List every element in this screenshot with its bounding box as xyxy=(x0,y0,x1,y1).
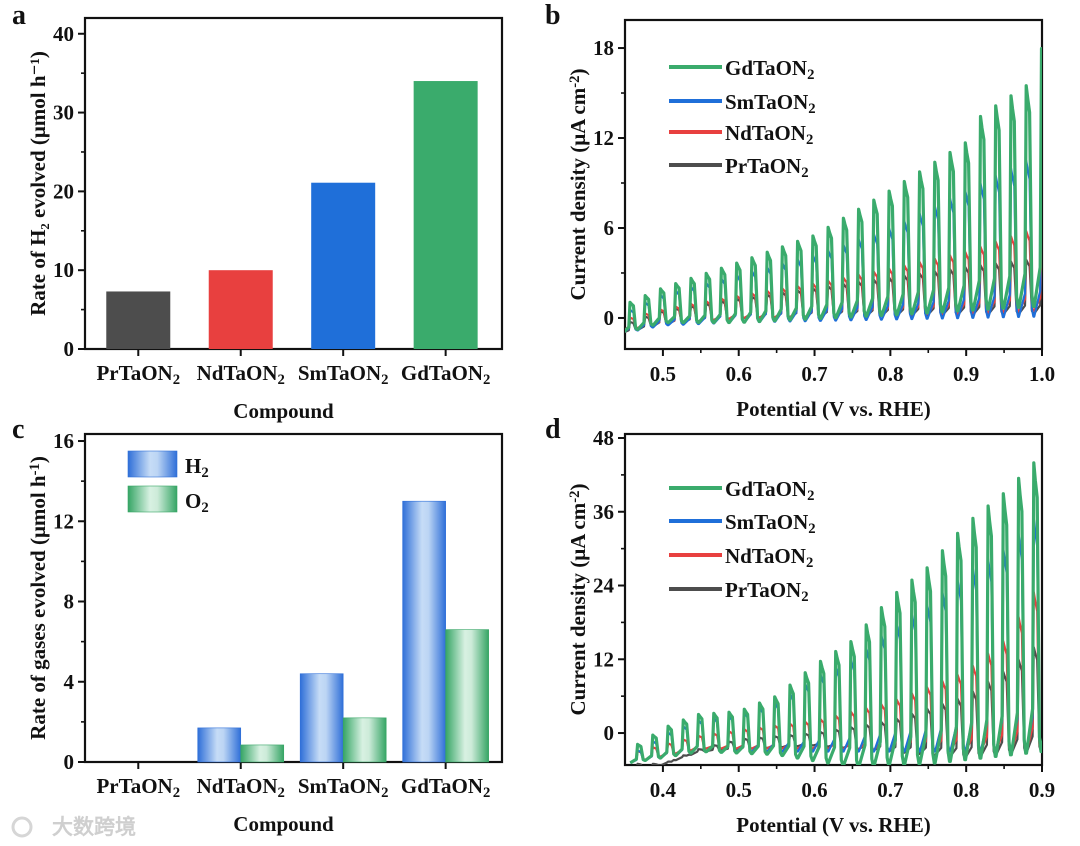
panel-a: 0 10 20 30 40 PrTaON2 NdTaON2 SmTaON2 GdTaON2 Com… xyxy=(26,16,504,423)
bar-h2 xyxy=(299,673,344,763)
x-tick-label: 0.4 xyxy=(650,778,677,802)
x-tick-label: SmTaON2 xyxy=(298,361,389,388)
panel-letter-a: a xyxy=(12,0,26,31)
y-tick-label: 18 xyxy=(593,36,614,60)
panel-letter-c: c xyxy=(12,414,24,445)
plot-frame xyxy=(623,432,1044,767)
y-tick-label: 24 xyxy=(593,574,615,598)
legend-swatch-h2 xyxy=(127,450,178,478)
y-tick-label: 16 xyxy=(53,429,74,453)
y-tick-label: 20 xyxy=(53,179,74,203)
x-tick-label: 0.9 xyxy=(953,362,979,386)
legend-label: SmTaON2 xyxy=(725,90,816,117)
bar-o2 xyxy=(445,629,489,763)
y-tick-label: 0 xyxy=(64,337,75,361)
x-tick-label: GdTaON2 xyxy=(401,361,490,388)
x-tick-label: 0.7 xyxy=(801,362,827,386)
legend-label: O2 xyxy=(185,489,209,516)
bar xyxy=(106,291,171,349)
x-tick-label: 0.8 xyxy=(877,362,903,386)
y-tick-label: 0 xyxy=(64,750,75,774)
bar-o2 xyxy=(342,717,387,763)
y-axis-title: Rate of H₂ evolved (μmol h⁻¹) xyxy=(26,51,50,316)
legend-label: PrTaON2 xyxy=(725,578,809,605)
bar xyxy=(311,182,376,349)
legend-label: PrTaON2 xyxy=(725,154,809,181)
legend-label: NdTaON2 xyxy=(725,121,813,148)
x-tick-label: PrTaON2 xyxy=(96,774,180,801)
x-axis-title: Compound xyxy=(233,812,334,836)
x-axis-title: Potential (V vs. RHE) xyxy=(736,813,930,837)
plot-frame xyxy=(83,16,504,351)
curves xyxy=(629,461,1042,765)
panel-b: 0 6 12 18 0.5 0.6 0.7 0.8 0.9 1.0 Potential (V vs.… xyxy=(566,18,1055,421)
bar-o2 xyxy=(240,744,285,763)
x-tick-label: 0.9 xyxy=(1029,778,1055,802)
x-tick-label: NdTaON2 xyxy=(197,774,285,801)
bar-h2 xyxy=(402,500,446,763)
y-axis-title: Rate of gases evolved (μmol h-1) xyxy=(26,456,50,740)
y-tick-label: 6 xyxy=(604,216,615,240)
y-tick-label: 10 xyxy=(53,258,74,282)
x-axis-title: Compound xyxy=(233,399,334,423)
bar xyxy=(413,81,478,350)
legend-swatch-o2 xyxy=(127,485,178,513)
panel-letter-b: b xyxy=(545,0,561,31)
y-tick-label: 0 xyxy=(604,721,615,745)
y-tick-label: 36 xyxy=(593,500,614,524)
x-tick-label: NdTaON2 xyxy=(197,361,285,388)
x-tick-label: PrTaON2 xyxy=(96,361,180,388)
x-tick-label: SmTaON2 xyxy=(298,774,389,801)
plot-frame xyxy=(83,432,504,764)
x-tick-label: 1.0 xyxy=(1029,362,1055,386)
watermark: 大数跨境 xyxy=(11,815,136,839)
panel-letter-d: d xyxy=(545,414,561,445)
x-tick-label: GdTaON2 xyxy=(401,774,490,801)
panel-c: 0 4 8 12 16 PrTaON2 NdTaON2 SmTaON2 GdTaON2 Compo… xyxy=(26,429,504,836)
watermark-logo-icon xyxy=(11,816,33,838)
y-axis-title: Current density (μA cm-2) xyxy=(566,484,590,716)
x-axis-title: Potential (V vs. RHE) xyxy=(736,397,930,421)
bar-h2 xyxy=(197,727,242,763)
panel-d: 0 12 24 36 48 0.4 0.5 0.6 0.7 0.8 0.9 Potential (V … xyxy=(566,426,1055,837)
y-tick-label: 12 xyxy=(593,647,614,671)
y-tick-label: 8 xyxy=(64,590,75,614)
y-tick-label: 4 xyxy=(64,670,75,694)
y-axis-title: Current density (μA cm-2) xyxy=(566,69,590,301)
x-tick-label: 0.7 xyxy=(877,778,903,802)
legend-label: H2 xyxy=(185,454,209,481)
y-tick-label: 12 xyxy=(593,126,614,150)
y-tick-label: 0 xyxy=(604,306,615,330)
x-tick-label: 0.5 xyxy=(650,362,676,386)
legend-label: NdTaON2 xyxy=(725,544,813,571)
x-tick-label: 0.5 xyxy=(726,778,752,802)
bar xyxy=(208,270,273,349)
legend-label: GdTaON2 xyxy=(725,477,814,504)
x-tick-label: 0.8 xyxy=(953,778,979,802)
legend-label: GdTaON2 xyxy=(725,56,814,83)
y-tick-label: 30 xyxy=(53,101,74,125)
x-tick-label: 0.6 xyxy=(801,778,827,802)
x-tick-label: 0.6 xyxy=(726,362,752,386)
watermark-text: 大数跨境 xyxy=(52,815,136,839)
series-line-GdTaON2 xyxy=(625,47,1042,334)
curves xyxy=(625,47,1042,334)
series-line-GdTaON2 xyxy=(629,461,1042,765)
y-tick-label: 40 xyxy=(53,22,74,46)
y-tick-label: 12 xyxy=(53,509,74,533)
y-tick-label: 48 xyxy=(593,426,614,450)
legend-label: SmTaON2 xyxy=(725,510,816,537)
